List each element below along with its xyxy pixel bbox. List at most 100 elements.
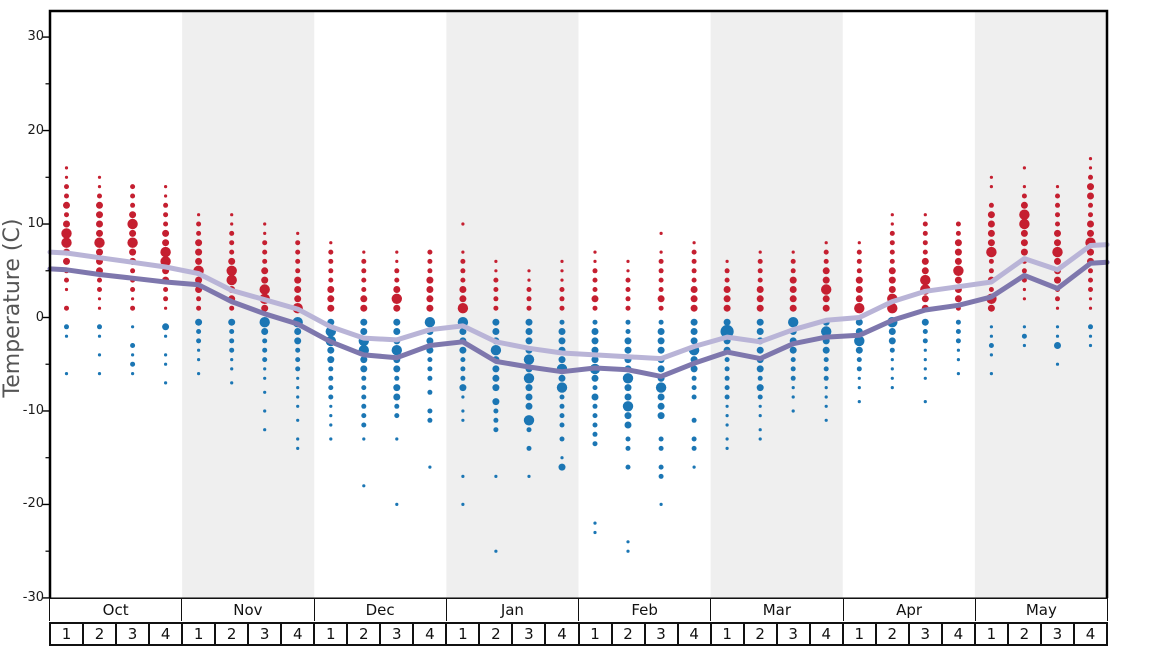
temperature-dot [856, 366, 862, 372]
temperature-dot [328, 277, 334, 283]
temperature-dot [1019, 209, 1030, 220]
temperature-dot [691, 436, 697, 442]
temperature-dot [922, 338, 928, 344]
temperature-dot [296, 437, 300, 441]
temperature-dot [361, 375, 367, 381]
temperature-dot [393, 328, 401, 335]
temperature-dot [921, 318, 929, 326]
temperature-dot [658, 258, 664, 264]
temperature-dot [559, 394, 565, 400]
temperature-dot [263, 390, 267, 394]
temperature-dot [659, 250, 663, 254]
temperature-dot [259, 284, 270, 295]
week-label: 3 [249, 624, 283, 644]
temperature-dot [657, 337, 665, 345]
temperature-dot [129, 211, 137, 219]
temperature-dot [790, 366, 796, 372]
temperature-dot [558, 463, 566, 471]
temperature-dot [526, 287, 532, 292]
temperature-dot [196, 329, 202, 334]
temperature-dot [756, 295, 764, 303]
temperature-dot [63, 220, 70, 228]
temperature-dot [591, 393, 599, 401]
week-label: 1 [712, 624, 745, 644]
temperature-dot [393, 318, 401, 326]
temperature-dot [492, 328, 500, 335]
temperature-dot [427, 408, 433, 414]
temperature-dot [1055, 221, 1060, 227]
week-label: 2 [1009, 624, 1042, 644]
temperature-dot [591, 337, 599, 345]
temperature-dot [758, 437, 762, 441]
temperature-dot [856, 357, 862, 363]
temperature-dot [691, 277, 697, 283]
temperature-dot [459, 384, 467, 392]
temperature-dot [64, 277, 69, 283]
temperature-dot [723, 318, 731, 326]
temperature-dot [492, 384, 500, 392]
temperature-dot [658, 319, 664, 325]
temperature-dot [1087, 229, 1094, 237]
temperature-dot [988, 268, 994, 274]
temperature-dot [461, 409, 465, 413]
temperature-dot [822, 304, 830, 312]
temperature-dot [592, 385, 598, 391]
temperature-dot [890, 386, 894, 390]
temperature-dot [294, 328, 302, 335]
temperature-dot [329, 414, 333, 418]
temperature-dot [922, 249, 928, 255]
temperature-dot [97, 287, 102, 292]
week-label: 2 [84, 624, 118, 644]
temperature-dot [96, 211, 103, 219]
temperature-dot [658, 445, 664, 451]
temperature-dot [327, 295, 335, 303]
temperature-dot [1055, 202, 1060, 208]
temperature-dot [923, 400, 927, 404]
month-band-mar [710, 11, 843, 598]
temperature-dot [592, 422, 598, 428]
temperature-dot [1055, 325, 1060, 329]
temperature-dot [296, 395, 300, 399]
temperature-dot [855, 346, 863, 354]
temperature-dot [127, 237, 138, 248]
temperature-dot [986, 246, 997, 258]
temperature-dot [64, 193, 69, 199]
temperature-dot [360, 295, 368, 303]
temperature-dot [888, 286, 896, 293]
temperature-dot [261, 267, 269, 275]
temperature-dot [855, 318, 863, 326]
temperature-dot [164, 306, 168, 310]
temperature-dot [725, 437, 729, 441]
temperature-dot [97, 306, 102, 310]
temperature-dot [725, 259, 729, 263]
week-label: 1 [844, 624, 877, 644]
temperature-dot [162, 239, 170, 247]
week-label: 1 [447, 624, 481, 644]
temperature-dot [296, 376, 300, 380]
temperature-dot [824, 395, 828, 399]
temperature-dot [922, 240, 928, 246]
temperature-dot [691, 417, 697, 423]
temperature-dot [1088, 202, 1093, 208]
temperature-dot [525, 337, 533, 345]
temperature-dot [1088, 277, 1093, 283]
temperature-dot [195, 239, 203, 247]
temperature-dot [625, 277, 631, 283]
week-label: 1 [51, 624, 85, 644]
temperature-dot [196, 338, 202, 344]
temperature-dot [97, 175, 102, 179]
temperature-dot [294, 295, 302, 303]
temperature-dot [394, 268, 400, 274]
temperature-dot [756, 384, 764, 392]
temperature-dot [791, 386, 795, 390]
temperature-dot [360, 356, 368, 364]
temperature-dot [1055, 193, 1060, 199]
temperature-dot [890, 222, 894, 226]
week-label: 3 [117, 624, 151, 644]
temperature-dot [655, 382, 667, 393]
temperature-dot [294, 276, 302, 284]
temperature-dot [226, 274, 237, 286]
temperature-dot [426, 276, 434, 284]
temperature-dot [622, 373, 634, 384]
